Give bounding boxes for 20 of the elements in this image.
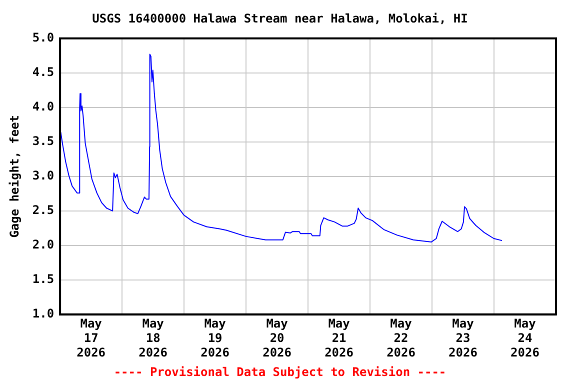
y-tick-label: 3.0 [32, 168, 54, 183]
x-tick-label: May 18 2026 [138, 316, 168, 360]
x-tick-label: May 24 2026 [510, 316, 540, 360]
y-tick-label: 4.5 [32, 65, 54, 80]
x-tick-label: May 19 2026 [200, 316, 230, 360]
y-tick-label: 5.0 [32, 30, 54, 45]
y-tick-label: 2.0 [32, 238, 54, 252]
x-tick-label: May 17 2026 [76, 316, 106, 360]
x-tick-label: May 23 2026 [448, 316, 478, 360]
y-axis-title: Gage height, feet [7, 114, 22, 238]
x-tick-label: May 20 2026 [262, 316, 292, 360]
y-tick-label: 2.5 [32, 203, 54, 218]
text: ---- Provisional Data Subject to Revision ---- [114, 364, 446, 379]
y-tick-label: 3.5 [32, 134, 54, 148]
chart-title: USGS 16400000 Halawa Stream near Halawa, Molokai, HI [92, 11, 468, 26]
x-tick-label: May 21 2026 [324, 316, 354, 360]
x-tick-label: May 22 2026 [386, 316, 416, 360]
y-tick-label: 4.0 [32, 100, 54, 114]
y-tick-label: 1.0 [32, 306, 54, 321]
y-tick-label: 1.5 [32, 272, 54, 286]
